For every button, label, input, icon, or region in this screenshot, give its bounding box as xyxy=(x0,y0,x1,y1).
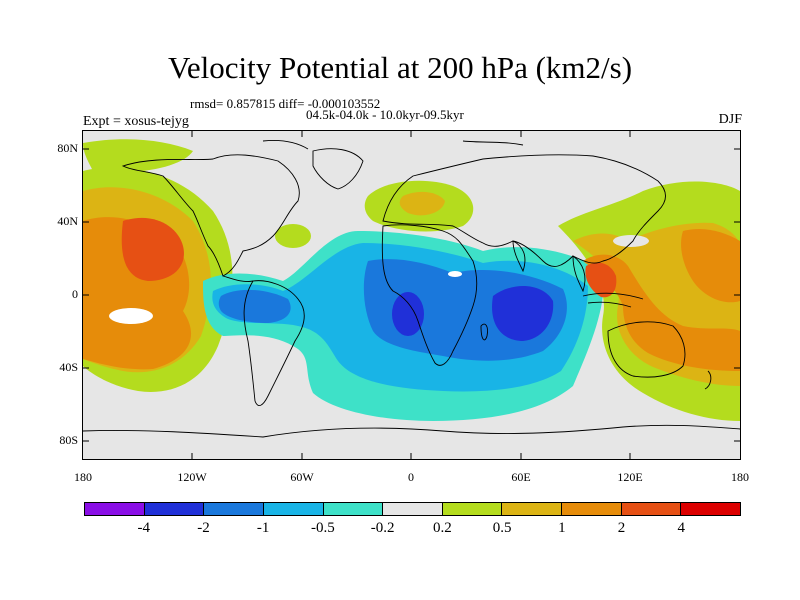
contour-positive-europe-core xyxy=(399,191,445,216)
map-svg xyxy=(83,131,740,459)
colorbar-swatch xyxy=(204,503,264,515)
coastlines xyxy=(83,140,740,438)
colorbar-label: 1 xyxy=(558,520,566,536)
colorbar-label: 4 xyxy=(677,520,686,536)
contour-positive-atlantic-small xyxy=(275,224,311,248)
coast-europe-asia xyxy=(382,154,666,267)
x-tick-label: 60W xyxy=(290,470,314,484)
coast-madagascar xyxy=(480,323,488,341)
coast-greenland xyxy=(312,148,364,190)
rmsd-text: rmsd= 0.857815 diff= -0.000103552 xyxy=(190,96,381,111)
coast-arctic-islands xyxy=(262,140,524,150)
colorbar-label: 2 xyxy=(617,520,626,536)
colorbar-swatch xyxy=(502,503,563,515)
coast-south-america xyxy=(243,280,305,407)
y-tick-label: 0 xyxy=(72,287,78,301)
coast-indonesia xyxy=(582,292,644,308)
coast-southeast-asia xyxy=(572,255,586,293)
colorbar-swatch xyxy=(144,503,205,515)
colorbar-swatch xyxy=(85,503,145,515)
contour-positive-wpac-inner xyxy=(583,254,740,371)
contour-positive-eastern-pacific xyxy=(681,229,740,303)
contour-fills xyxy=(83,139,740,421)
x-tick-label: 0 xyxy=(408,470,414,484)
y-tick-label: 40N xyxy=(57,214,78,228)
colorbar-swatch xyxy=(323,503,384,515)
chart-title: Velocity Potential at 200 hPa (km2/s) xyxy=(167,50,633,85)
contour-negative-core-west xyxy=(392,292,424,336)
colorbar-label: 0.5 xyxy=(492,520,512,536)
x-tick-label: 180 xyxy=(74,470,92,484)
contour-positive-north-america xyxy=(83,139,193,173)
coast-africa xyxy=(381,224,478,366)
colorbar-label: 0.2 xyxy=(432,520,452,536)
coast-australia xyxy=(607,321,686,378)
contour-positive-japan xyxy=(613,235,649,247)
colorbar-swatch xyxy=(621,503,682,515)
contour-positive-wpac-core xyxy=(585,262,617,298)
x-tick-label: 180 xyxy=(731,470,749,484)
contour-hole-sahara xyxy=(448,271,462,277)
contour-hole-pacific xyxy=(109,308,153,324)
subtitle: 04.5k-04.0k - 10.0kyr-09.5kyr xyxy=(306,107,464,122)
velocity-potential-map xyxy=(82,130,741,460)
colorbar-label: -4 xyxy=(137,520,150,536)
contour-negative-inner-atlantic xyxy=(218,289,291,323)
colorbar-swatch xyxy=(263,503,324,515)
coast-antarctica xyxy=(83,424,740,438)
y-tick-label: 80S xyxy=(59,433,78,447)
colorbar-label: -0.2 xyxy=(370,520,395,536)
colorbar-label: -0.5 xyxy=(311,520,335,536)
coast-india xyxy=(512,240,526,273)
colorbar xyxy=(84,502,741,516)
coast-central-america xyxy=(222,275,254,282)
colorbar-label: -1 xyxy=(256,520,270,536)
x-tick-label: 120W xyxy=(177,470,207,484)
colorbar-swatch xyxy=(383,503,443,515)
x-tick-label: 60E xyxy=(511,470,531,484)
experiment-label: Expt = xosus-tejyg xyxy=(83,114,189,129)
season-label: DJF xyxy=(718,112,742,127)
y-tick-label: 80N xyxy=(57,141,78,155)
colorbar-label: -2 xyxy=(197,520,210,536)
colorbar-swatch xyxy=(681,503,741,515)
colorbar-swatch xyxy=(442,503,503,515)
tick-marks xyxy=(83,131,740,459)
coast-new-zealand xyxy=(704,370,712,390)
y-tick-label: 40S xyxy=(59,360,78,374)
contour-positive-pacific-core xyxy=(121,217,184,281)
contour-negative-core-east xyxy=(492,285,554,341)
coast-north-america xyxy=(121,154,300,277)
colorbar-swatch xyxy=(562,503,622,515)
x-tick-label: 120E xyxy=(617,470,643,484)
